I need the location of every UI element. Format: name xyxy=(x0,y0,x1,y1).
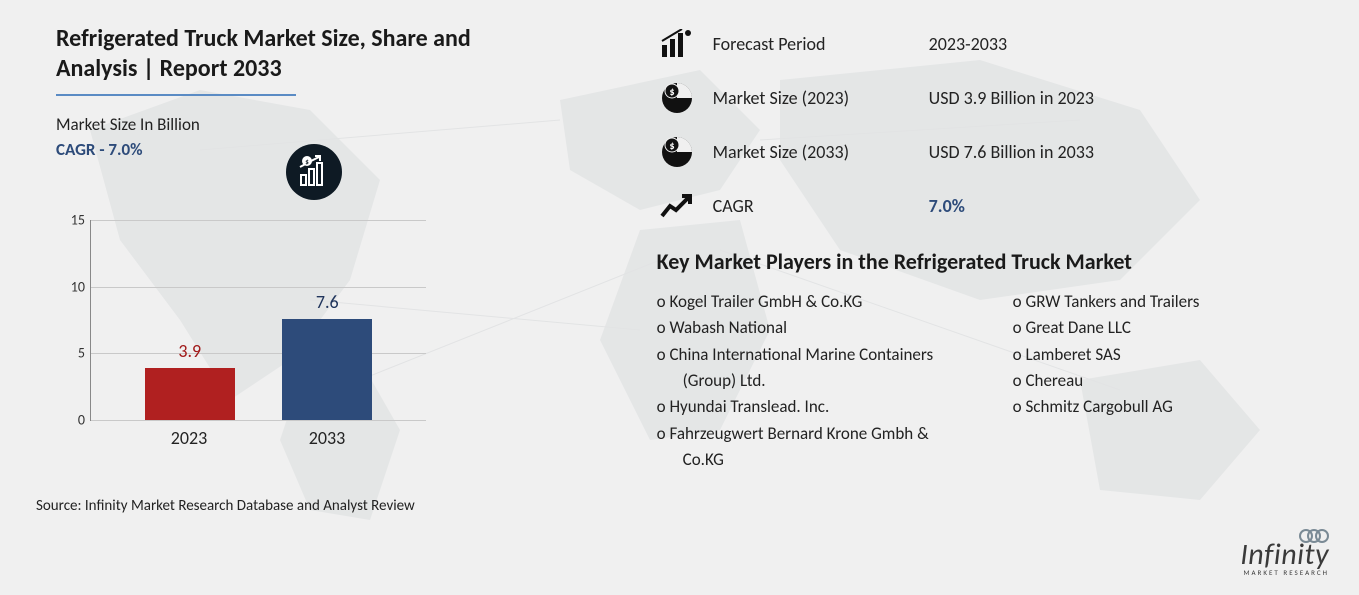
stat-label: Market Size (2023) xyxy=(713,87,913,109)
chart-bar-value: 7.6 xyxy=(316,291,339,313)
player-item: o Hyundai Translead. Inc. xyxy=(657,394,957,420)
chart-ytick: 0 xyxy=(61,412,85,429)
chart-xtick: 2033 xyxy=(282,427,372,449)
key-players-list: o Kogel Trailer GmbH & Co.KGo Wabash Nat… xyxy=(657,289,1327,473)
chart-subtitle: Market Size In Billion xyxy=(56,114,641,135)
market-size-chart: 0510153.97.6 20232033 xyxy=(56,220,426,449)
player-item: o Schmitz Cargobull AG xyxy=(1013,394,1313,420)
chart-bar: 7.6 xyxy=(282,291,372,420)
title-underline xyxy=(56,94,296,96)
chart-xtick: 2023 xyxy=(144,427,234,449)
svg-text:$: $ xyxy=(669,85,674,98)
chart-ytick: 15 xyxy=(61,212,85,229)
player-item: o China International Marine Containers … xyxy=(657,342,957,395)
pie-dollar-icon: $ xyxy=(657,132,697,172)
source-attribution: Source: Infinity Market Research Databas… xyxy=(36,497,641,515)
stat-row: $ Market Size (2023) USD 3.9 Billion in 20… xyxy=(657,78,1327,118)
chart-gridline xyxy=(91,420,426,421)
stat-row: Forecast Period 2023-2033 xyxy=(657,24,1327,64)
chart-bar-value: 3.9 xyxy=(178,340,201,362)
stat-label: CAGR xyxy=(713,195,913,217)
player-item: o GRW Tankers and Trailers xyxy=(1013,289,1313,315)
player-item: o Wabash National xyxy=(657,315,957,341)
chart-bar-rect xyxy=(282,319,372,420)
bar-chart-icon xyxy=(657,24,697,64)
chart-bar-rect xyxy=(145,368,235,420)
chart-bar: 3.9 xyxy=(145,340,235,420)
page-title: Refrigerated Truck Market Size, Share an… xyxy=(56,24,536,84)
growth-badge-icon: $ xyxy=(286,144,342,200)
chart-ytick: 5 xyxy=(61,345,85,362)
stat-value: 7.0% xyxy=(929,195,965,217)
key-players-heading: Key Market Players in the Refrigerated T… xyxy=(657,248,1327,275)
stat-value: 2023-2033 xyxy=(929,33,1008,55)
player-item: o Chereau xyxy=(1013,368,1313,394)
player-item: o Lamberet SAS xyxy=(1013,342,1313,368)
left-panel: Refrigerated Truck Market Size, Share an… xyxy=(56,24,641,575)
pie-dollar-icon: $ xyxy=(657,78,697,118)
stat-value: USD 7.6 Billion in 2033 xyxy=(929,141,1094,163)
player-item: o Great Dane LLC xyxy=(1013,315,1313,341)
right-panel: Forecast Period 2023-2033 $ Market Size (20… xyxy=(641,24,1327,575)
stat-label: Forecast Period xyxy=(713,33,913,55)
stat-row: $ Market Size (2033) USD 7.6 Billion in 20… xyxy=(657,132,1327,172)
cagr-summary: CAGR - 7.0% xyxy=(56,139,641,160)
trend-up-icon xyxy=(657,186,697,226)
stat-row: CAGR 7.0% xyxy=(657,186,1327,226)
player-item: o Kogel Trailer GmbH & Co.KG xyxy=(657,289,957,315)
player-item: o Fahrzeugwert Bernard Krone Gmbh & Co.K… xyxy=(657,421,957,474)
stat-value: USD 3.9 Billion in 2023 xyxy=(929,87,1094,109)
chart-ytick: 10 xyxy=(61,278,85,295)
svg-text:$: $ xyxy=(305,157,309,166)
svg-text:$: $ xyxy=(669,139,674,152)
stat-label: Market Size (2033) xyxy=(713,141,913,163)
